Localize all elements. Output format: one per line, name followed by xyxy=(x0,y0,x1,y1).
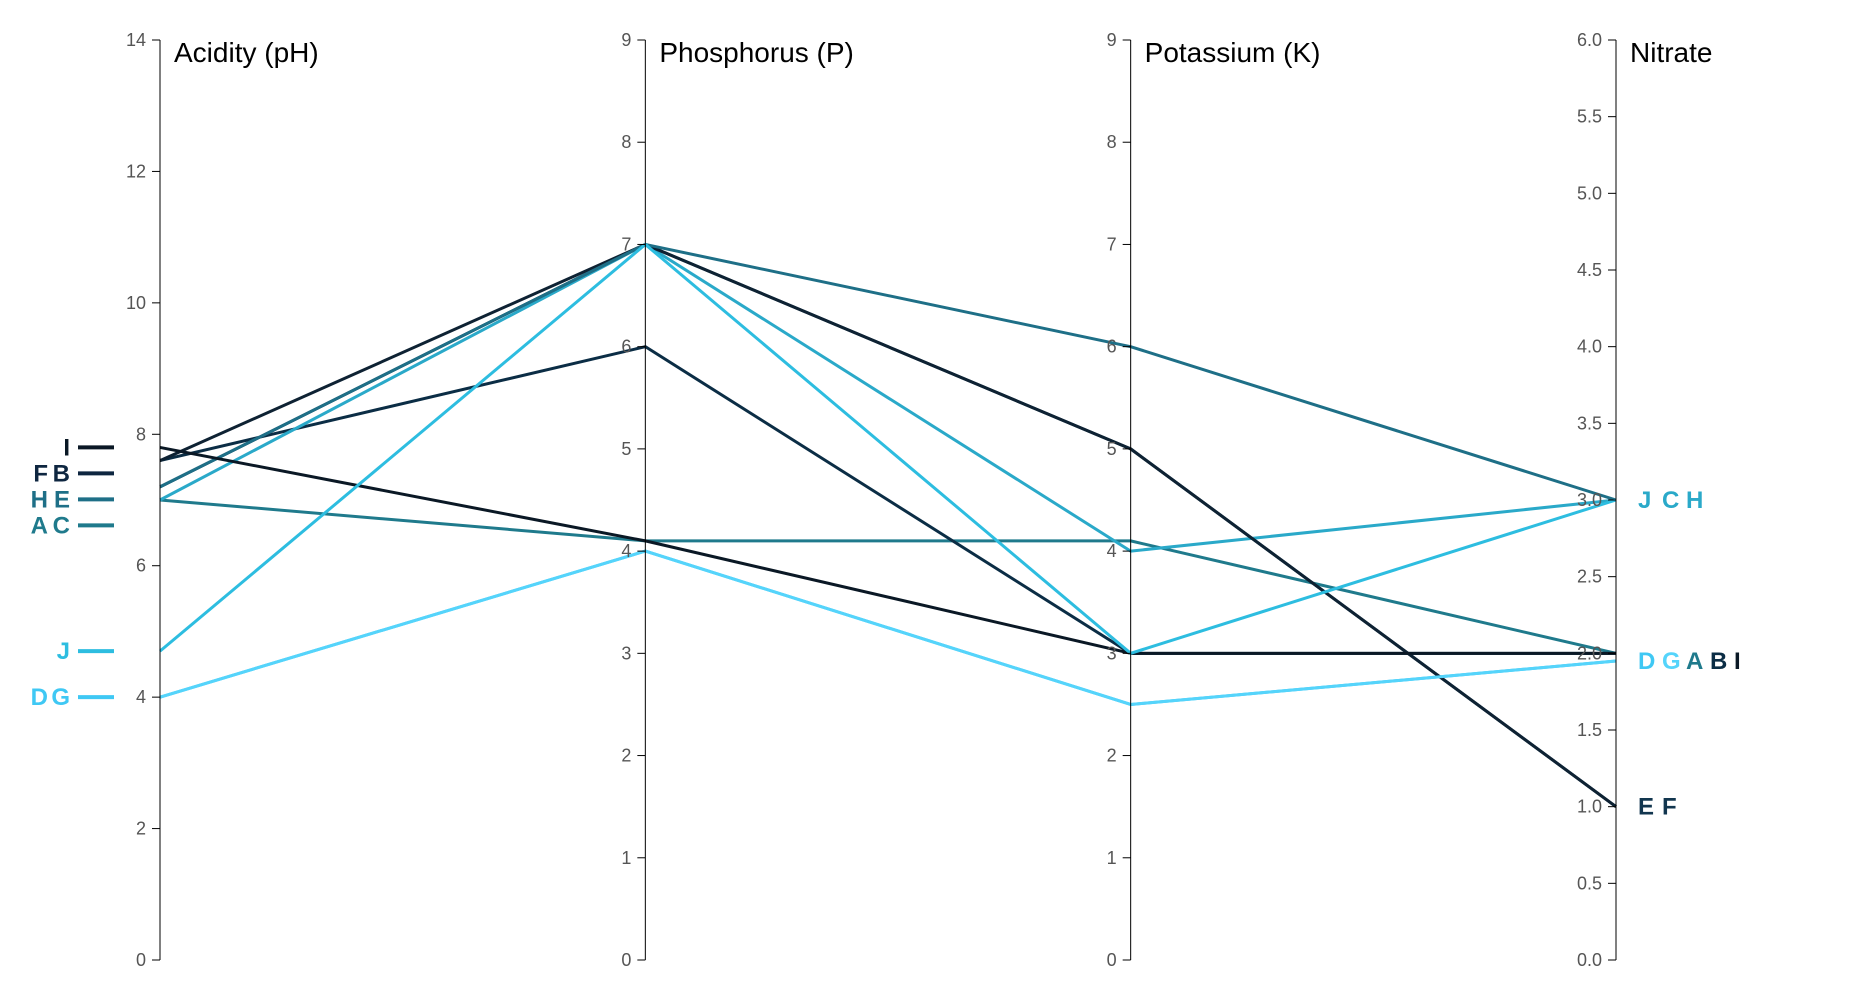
axis-nitrate-tick-label: 3.0 xyxy=(1577,490,1602,510)
axis-k-title: Potassium (K) xyxy=(1145,37,1321,68)
axis-nitrate-tick-label: 0.0 xyxy=(1577,950,1602,970)
axis-nitrate-tick-label: 1.0 xyxy=(1577,797,1602,817)
axis-nitrate-tick-label: 5.5 xyxy=(1577,107,1602,127)
axis-k-tick-label: 0 xyxy=(1107,950,1117,970)
axis-k-tick-label: 2 xyxy=(1107,746,1117,766)
left-label-i: I xyxy=(63,434,70,461)
right-label-c: C xyxy=(1662,487,1679,514)
axis-nitrate-tick-label: 1.5 xyxy=(1577,720,1602,740)
axis-p-tick-label: 8 xyxy=(621,132,631,152)
axis-nitrate-tick-label: 6.0 xyxy=(1577,30,1602,50)
axis-ph-tick-label: 10 xyxy=(126,293,146,313)
axis-k-tick-label: 8 xyxy=(1107,132,1117,152)
axis-nitrate-tick-label: 4.5 xyxy=(1577,260,1602,280)
axis-nitrate-tick-label: 0.5 xyxy=(1577,873,1602,893)
axis-k-tick-label: 3 xyxy=(1107,643,1117,663)
axis-nitrate-tick-label: 2.5 xyxy=(1577,567,1602,587)
axis-p-tick-label: 7 xyxy=(621,234,631,254)
left-label-j: J xyxy=(57,638,70,665)
axis-k-tick-label: 1 xyxy=(1107,848,1117,868)
axis-p-tick-label: 4 xyxy=(621,541,631,561)
right-label-e: E xyxy=(1638,794,1654,821)
axis-p-title: Phosphorus (P) xyxy=(659,37,854,68)
axis-nitrate-title: Nitrate xyxy=(1630,37,1712,68)
axis-k-tick-label: 6 xyxy=(1107,337,1117,357)
left-label-g: G xyxy=(51,684,70,711)
left-label-h: H xyxy=(31,486,48,513)
right-label-h: H xyxy=(1686,487,1703,514)
axis-ph-tick-label: 12 xyxy=(126,161,146,181)
left-label-c: C xyxy=(53,512,70,539)
left-label-e: E xyxy=(54,486,70,513)
axis-p-tick-label: 5 xyxy=(621,439,631,459)
axis-nitrate-tick-label: 2.0 xyxy=(1577,643,1602,663)
left-label-b: B xyxy=(53,460,70,487)
axis-p-tick-label: 3 xyxy=(621,643,631,663)
axis-k-tick-label: 7 xyxy=(1107,234,1117,254)
axis-ph-title: Acidity (pH) xyxy=(174,37,319,68)
parallel-coordinates-chart: 02468101214Acidity (pH)0123456789Phospho… xyxy=(0,0,1876,1008)
axis-p-tick-label: 9 xyxy=(621,30,631,50)
right-label-j: J xyxy=(1638,487,1651,514)
axis-nitrate-tick-label: 5.0 xyxy=(1577,183,1602,203)
axis-nitrate-tick-label: 4.0 xyxy=(1577,337,1602,357)
axis-p-tick-label: 6 xyxy=(621,337,631,357)
axis-p-tick-label: 1 xyxy=(621,848,631,868)
left-label-f: F xyxy=(33,460,48,487)
axis-ph-tick-label: 2 xyxy=(136,819,146,839)
right-label-d: D xyxy=(1638,648,1655,675)
right-label-g: G xyxy=(1662,648,1681,675)
right-label-f: F xyxy=(1662,794,1677,821)
right-label-a: A xyxy=(1686,648,1703,675)
left-label-a: A xyxy=(31,512,48,539)
axis-ph-tick-label: 14 xyxy=(126,30,146,50)
left-label-d: D xyxy=(31,684,48,711)
axis-p-tick-label: 2 xyxy=(621,746,631,766)
right-label-i: I xyxy=(1734,648,1741,675)
axis-ph-tick-label: 8 xyxy=(136,424,146,444)
axis-k-tick-label: 5 xyxy=(1107,439,1117,459)
axis-nitrate-tick-label: 3.5 xyxy=(1577,413,1602,433)
axis-k-tick-label: 4 xyxy=(1107,541,1117,561)
axis-k-tick-label: 9 xyxy=(1107,30,1117,50)
right-label-b: B xyxy=(1710,648,1727,675)
axis-ph-tick-label: 0 xyxy=(136,950,146,970)
axis-ph-tick-label: 6 xyxy=(136,556,146,576)
axis-p-tick-label: 0 xyxy=(621,950,631,970)
axis-ph-tick-label: 4 xyxy=(136,687,146,707)
